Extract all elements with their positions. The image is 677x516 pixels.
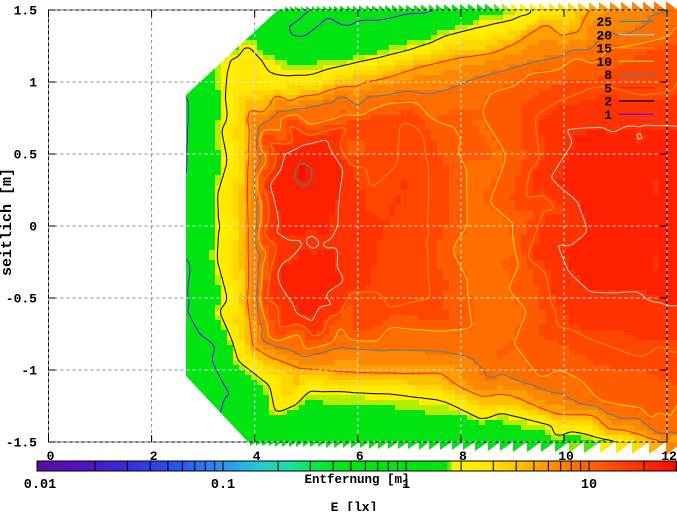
svg-text:10: 10 xyxy=(558,449,574,464)
svg-text:0: 0 xyxy=(47,449,55,464)
svg-text:-0.5: -0.5 xyxy=(6,292,37,307)
svg-text:1: 1 xyxy=(604,108,612,123)
svg-text:12: 12 xyxy=(661,449,677,464)
svg-text:6: 6 xyxy=(356,449,364,464)
svg-text:20: 20 xyxy=(596,28,612,43)
svg-text:1: 1 xyxy=(29,76,37,91)
svg-text:-1: -1 xyxy=(21,364,37,379)
svg-text:-1.5: -1.5 xyxy=(6,436,37,451)
svg-text:2: 2 xyxy=(604,95,612,110)
svg-text:10: 10 xyxy=(581,478,597,493)
svg-text:E [lx]: E [lx] xyxy=(331,500,378,511)
svg-text:5: 5 xyxy=(604,81,612,96)
svg-text:10: 10 xyxy=(596,55,612,70)
svg-text:0.01: 0.01 xyxy=(24,478,56,493)
svg-text:0.5: 0.5 xyxy=(14,148,38,163)
svg-text:15: 15 xyxy=(596,42,612,57)
svg-text:2: 2 xyxy=(150,449,158,464)
svg-text:4: 4 xyxy=(253,449,261,464)
svg-text:seitlich [m]: seitlich [m] xyxy=(0,168,16,276)
svg-text:25: 25 xyxy=(596,15,612,30)
svg-text:0: 0 xyxy=(29,220,37,235)
svg-text:1: 1 xyxy=(402,478,410,493)
svg-text:0.1: 0.1 xyxy=(211,478,235,493)
svg-text:8: 8 xyxy=(604,68,612,83)
svg-text:8: 8 xyxy=(459,449,467,464)
svg-text:1.5: 1.5 xyxy=(14,4,38,19)
svg-text:Entfernung [m]: Entfernung [m] xyxy=(304,473,409,487)
